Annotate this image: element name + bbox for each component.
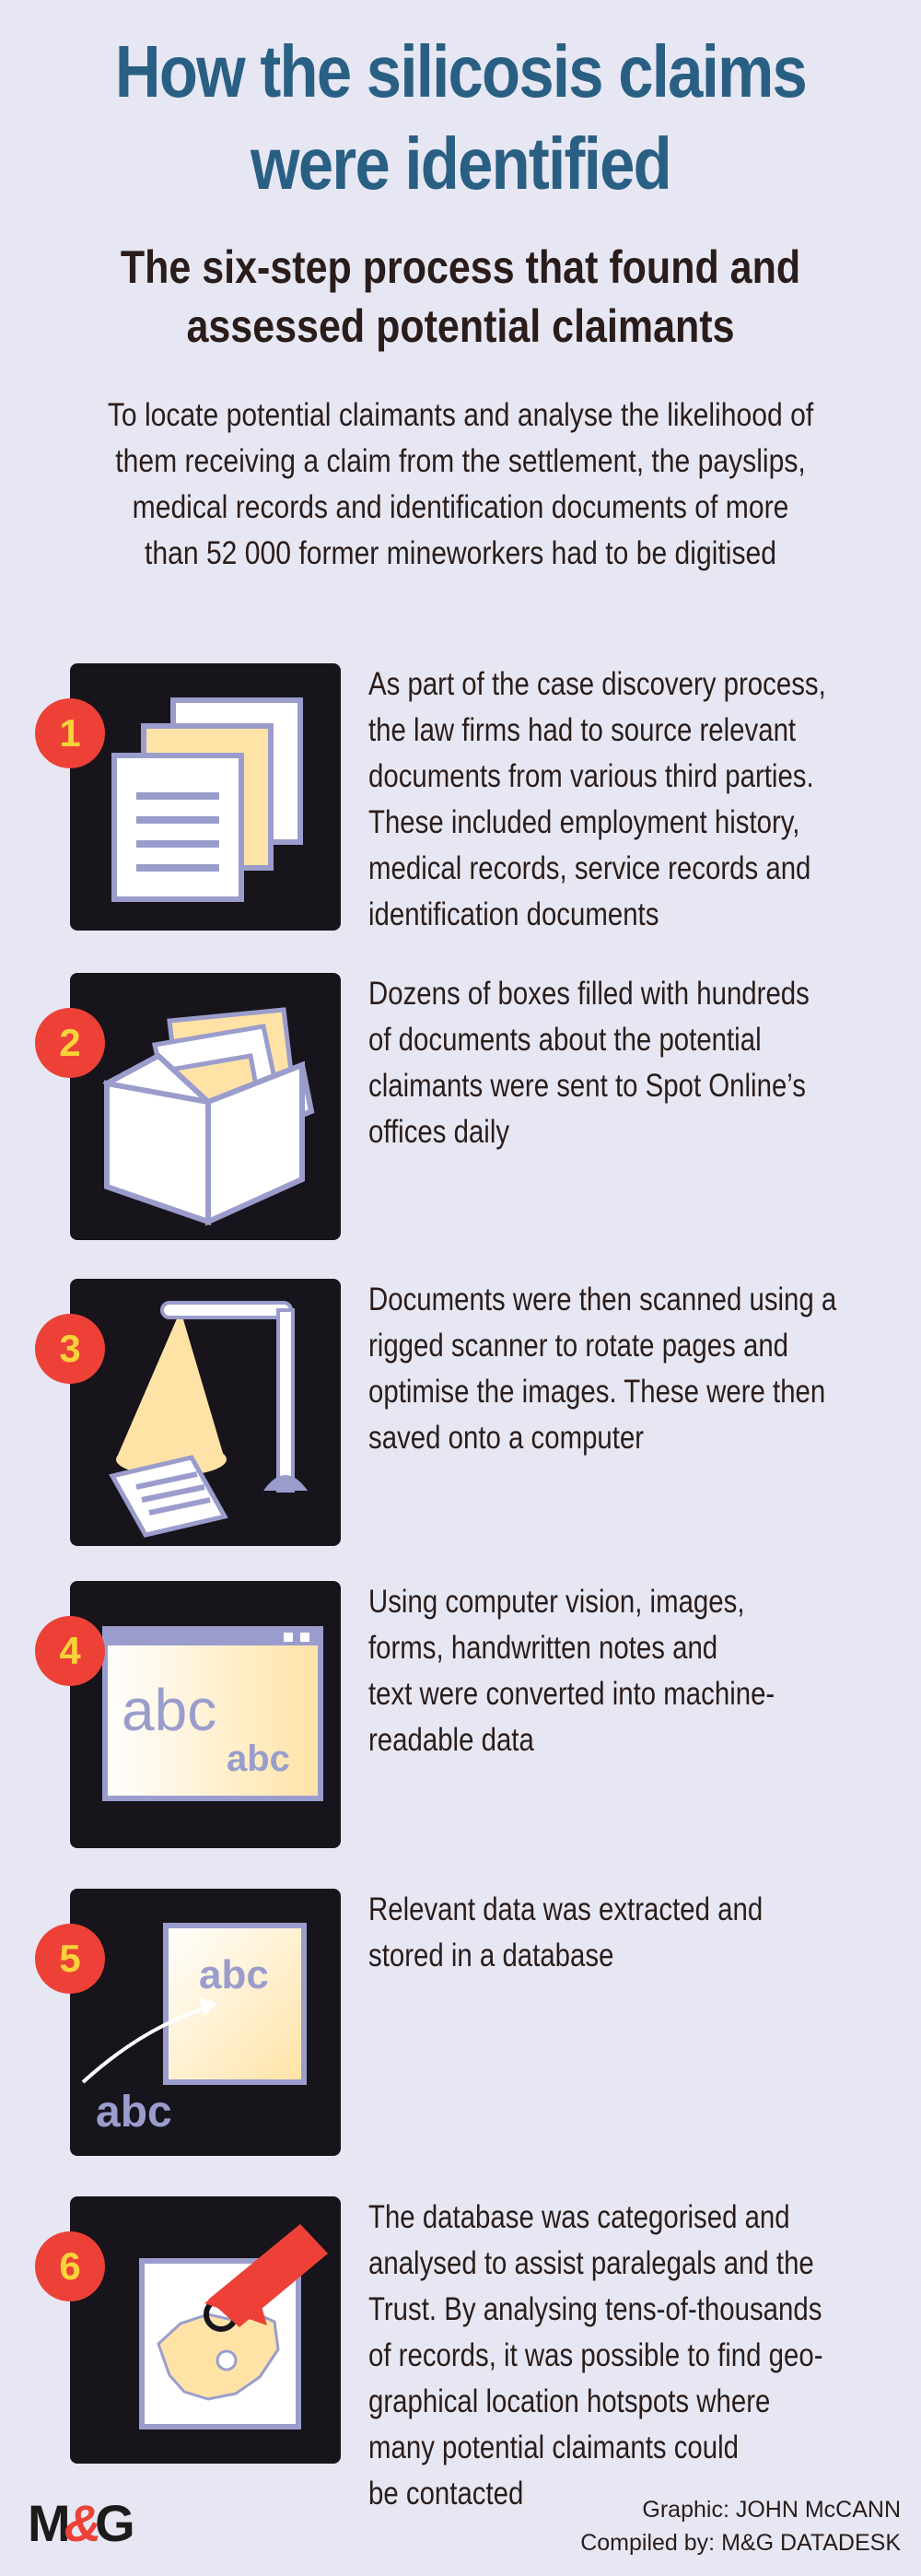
step-1-line-3: documents from various third parties. bbox=[368, 758, 814, 794]
title-line-2: were identified bbox=[251, 123, 672, 205]
step-6-line-4: of records, it was possible to find geo- bbox=[368, 2337, 823, 2373]
box-icon bbox=[102, 1007, 315, 1226]
step-2-description: Dozens of boxes filled with hundreds of … bbox=[368, 971, 910, 1155]
page-subtitle: The six-step process that found and asse… bbox=[64, 238, 857, 356]
step-2-line-2: of documents about the potential bbox=[368, 1022, 762, 1058]
subtitle-line-1: The six-step process that found and bbox=[120, 241, 801, 293]
step-2-line-4: offices daily bbox=[368, 1114, 510, 1150]
step-6-line-5: graphical location hotspots where bbox=[368, 2383, 771, 2419]
subtitle-line-2: assessed potential claimants bbox=[186, 300, 735, 352]
map-pointer-icon bbox=[139, 2224, 328, 2430]
icon-text-outside: abc bbox=[96, 2088, 172, 2137]
step-5-number-badge: 5 bbox=[35, 1924, 105, 1994]
step-4-tile: abc abc bbox=[70, 1581, 341, 1848]
step-3-description: Documents were then scanned using a rigg… bbox=[368, 1277, 910, 1461]
icon-text-card: abc bbox=[199, 1952, 269, 1997]
step-1-line-6: identification documents bbox=[368, 896, 659, 932]
title-line-1: How the silicosis claims bbox=[114, 30, 808, 112]
step-5-line-2: stored in a database bbox=[368, 1938, 614, 1973]
step-5-tile: abc abc bbox=[70, 1889, 341, 2156]
intro-line-2: them receiving a claim from the settleme… bbox=[115, 443, 806, 479]
step-3-number-badge: 3 bbox=[35, 1314, 105, 1384]
step-6-line-7: be contacted bbox=[368, 2476, 524, 2512]
step-4-line-3: text were converted into machine- bbox=[368, 1676, 775, 1712]
step-6-description: The database was categorised and analyse… bbox=[368, 2195, 910, 2517]
step-2-tile bbox=[70, 973, 341, 1240]
intro-line-1: To locate potential claimants and analys… bbox=[107, 397, 814, 433]
icon-text-large: abc bbox=[122, 1677, 216, 1743]
step-2-line-3: claimants were sent to Spot Online’s bbox=[368, 1068, 806, 1104]
step-3-line-1: Documents were then scanned using a bbox=[368, 1282, 837, 1317]
step-6-number-badge: 6 bbox=[35, 2231, 105, 2301]
step-4-description: Using computer vision, images, forms, ha… bbox=[368, 1579, 910, 1763]
step-1-tile bbox=[70, 663, 341, 931]
step-2-line-1: Dozens of boxes filled with hundreds bbox=[368, 976, 810, 1012]
compiled-credit: Compiled by: M&G DATADESK bbox=[580, 2530, 901, 2556]
text-window-icon: abc abc bbox=[102, 1626, 323, 1801]
step-3-line-3: optimise the images. These were then bbox=[368, 1374, 826, 1410]
step-1-number-badge: 1 bbox=[35, 698, 105, 768]
step-5-line-1: Relevant data was extracted and bbox=[368, 1891, 764, 1927]
documents-icon bbox=[111, 697, 303, 902]
intro-line-4: than 52 000 former mineworkers had to be… bbox=[144, 535, 776, 571]
step-6-tile bbox=[70, 2196, 341, 2464]
step-5-description: Relevant data was extracted and stored i… bbox=[368, 1887, 910, 1979]
extract-data-icon: abc abc bbox=[81, 1923, 307, 2137]
step-3-line-4: saved onto a computer bbox=[368, 1420, 645, 1456]
credits: Graphic: JOHN McCANN Compiled by: M&G DA… bbox=[580, 2493, 901, 2559]
page-title: How the silicosis claims were identified bbox=[64, 26, 857, 210]
step-1-line-1: As part of the case discovery process, bbox=[368, 666, 826, 702]
step-6-line-1: The database was categorised and bbox=[368, 2199, 790, 2235]
step-4-number-badge: 4 bbox=[35, 1616, 105, 1686]
step-6-line-2: analysed to assist paralegals and the bbox=[368, 2245, 814, 2281]
step-2-number-badge: 2 bbox=[35, 1008, 105, 1078]
step-1-line-5: medical records, service records and bbox=[368, 850, 811, 886]
scanner-lamp-icon bbox=[109, 1301, 308, 1538]
mg-logo: M&G bbox=[28, 2494, 135, 2552]
step-3-tile bbox=[70, 1279, 341, 1546]
intro-paragraph: To locate potential claimants and analys… bbox=[64, 392, 857, 577]
intro-line-3: medical records and identification docum… bbox=[132, 489, 789, 525]
step-1-description: As part of the case discovery process, t… bbox=[368, 662, 910, 938]
step-6-line-6: many potential claimants could bbox=[368, 2430, 740, 2465]
step-3-line-2: rigged scanner to rotate pages and bbox=[368, 1328, 789, 1364]
step-1-line-2: the law firms had to source relevant bbox=[368, 712, 797, 748]
step-4-line-4: readable data bbox=[368, 1722, 534, 1758]
step-4-line-1: Using computer vision, images, bbox=[368, 1584, 745, 1620]
icon-text-small: abc bbox=[227, 1739, 290, 1779]
step-4-line-2: forms, handwritten notes and bbox=[368, 1630, 718, 1666]
step-6-line-3: Trust. By analysing tens-of-thousands bbox=[368, 2291, 822, 2327]
graphic-credit: Graphic: JOHN McCANN bbox=[642, 2497, 901, 2523]
step-1-line-4: These included employment history, bbox=[368, 804, 800, 840]
